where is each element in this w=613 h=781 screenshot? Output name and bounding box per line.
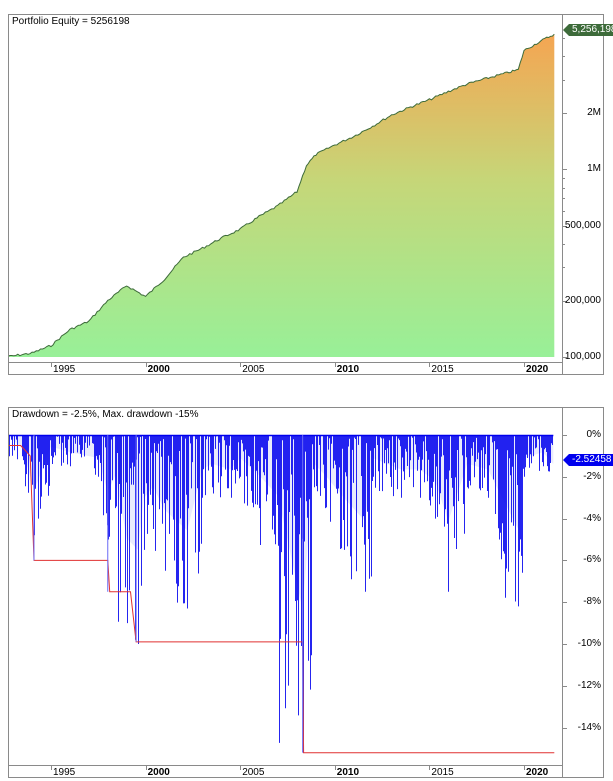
equity-x-label-2020: 2020 [526, 364, 549, 375]
drawdown-fill [9, 435, 554, 610]
drawdown-x-tick [429, 766, 431, 770]
drawdown-x-label-2015: 2015 [431, 767, 454, 778]
drawdown-y-tick [563, 727, 567, 729]
drawdown-y-axis: 0% -2% -4% -6% -8% -10% -12% -14% [563, 408, 604, 777]
equity-x-label-2000: 2000 [147, 364, 170, 375]
drawdown-y-label: -2% [583, 470, 601, 482]
equity-y-label: 500,000 [564, 219, 601, 231]
equity-x-label-2015: 2015 [431, 364, 454, 375]
equity-panel: Portfolio Equity = 5256198 1995 2000 2005 2… [8, 14, 613, 375]
equity-y-minor-tick [563, 267, 565, 269]
equity-y-minor-tick [563, 211, 565, 212]
drawdown-y-tick [563, 435, 567, 436]
equity-x-label-2005: 2005 [242, 364, 265, 375]
drawdown-x-label-1995: 1995 [53, 767, 76, 778]
drawdown-x-label-2000: 2000 [147, 767, 170, 778]
drawdown-y-tick [563, 685, 567, 687]
drawdown-x-tick [145, 766, 147, 770]
equity-y-minor-tick [563, 187, 565, 189]
equity-x-tick [145, 363, 147, 367]
equity-y-tick [563, 300, 567, 302]
equity-y-minor-tick [563, 244, 565, 246]
drawdown-y-tick [563, 476, 567, 478]
drawdown-x-label-2005: 2005 [242, 767, 265, 778]
equity-chart [9, 33, 555, 357]
drawdown-panel: Drawdown = -2.5%, Max. drawdown -15% 199… [8, 407, 613, 778]
drawdown-x-tick [334, 766, 336, 770]
drawdown-y-label: -10% [577, 638, 601, 649]
equity-x-label-1995: 1995 [53, 364, 76, 375]
equity-y-minor-tick [563, 79, 565, 81]
equity-y-label: 200,000 [564, 294, 601, 306]
drawdown-x-label-2010: 2010 [336, 767, 360, 778]
drawdown-x-axis: 1995 2000 2005 2010 2015 2020 [9, 765, 563, 778]
drawdown-y-label: -12% [577, 679, 601, 691]
equity-y-tick [563, 225, 567, 227]
equity-y-label: 1M [587, 163, 601, 175]
equity-line [9, 33, 555, 357]
equity-current-value-marker: 5,256,198 [563, 24, 613, 36]
equity-y-label: 100,000 [564, 351, 601, 362]
drawdown-y-label: -14% [577, 721, 601, 733]
equity-y-minor-tick [563, 198, 565, 200]
equity-y-tick [563, 112, 567, 114]
equity-y-tick [563, 169, 567, 171]
drawdown-x-tick [240, 766, 242, 770]
equity-area [9, 34, 555, 357]
drawdown-line [9, 435, 553, 753]
drawdown-plot-area[interactable]: Drawdown = -2.5%, Max. drawdown -15% [9, 408, 563, 765]
equity-x-tick [524, 363, 525, 367]
drawdown-current-value-marker: -2.52458 [562, 454, 613, 466]
drawdown-title: Drawdown = -2.5%, Max. drawdown -15% [12, 409, 199, 420]
drawdown-y-label: -4% [583, 512, 601, 524]
equity-plot-area[interactable]: Portfolio Equity = 5256198 [9, 15, 563, 362]
drawdown-y-tick [563, 602, 567, 604]
drawdown-y-label: -8% [583, 596, 601, 608]
drawdown-x-tick [524, 766, 525, 770]
equity-y-label: 2M [587, 106, 601, 118]
drawdown-y-tick [563, 644, 567, 645]
drawdown-y-tick [563, 560, 567, 562]
drawdown-x-tick [51, 766, 52, 770]
drawdown-chart [9, 434, 555, 754]
drawdown-x-label-2020: 2020 [526, 767, 549, 778]
drawdown-y-label: -6% [583, 554, 601, 566]
equity-y-minor-tick [563, 177, 565, 179]
equity-x-tick [334, 363, 336, 367]
drawdown-y-label: 0% [586, 429, 601, 440]
equity-title: Portfolio Equity = 5256198 [12, 16, 130, 27]
equity-y-minor-tick [563, 38, 565, 40]
equity-x-tick [240, 363, 242, 367]
equity-x-tick [51, 363, 52, 367]
equity-x-axis: 1995 2000 2005 2010 2015 2020 [9, 362, 563, 375]
equity-x-tick [429, 363, 431, 367]
equity-y-tick [563, 357, 567, 358]
drawdown-y-tick [563, 518, 567, 520]
equity-y-axis: 2M 1M 500,000 200,000 100,000 [563, 15, 604, 374]
equity-y-minor-tick [563, 56, 565, 58]
equity-x-label-2010: 2010 [336, 364, 360, 375]
